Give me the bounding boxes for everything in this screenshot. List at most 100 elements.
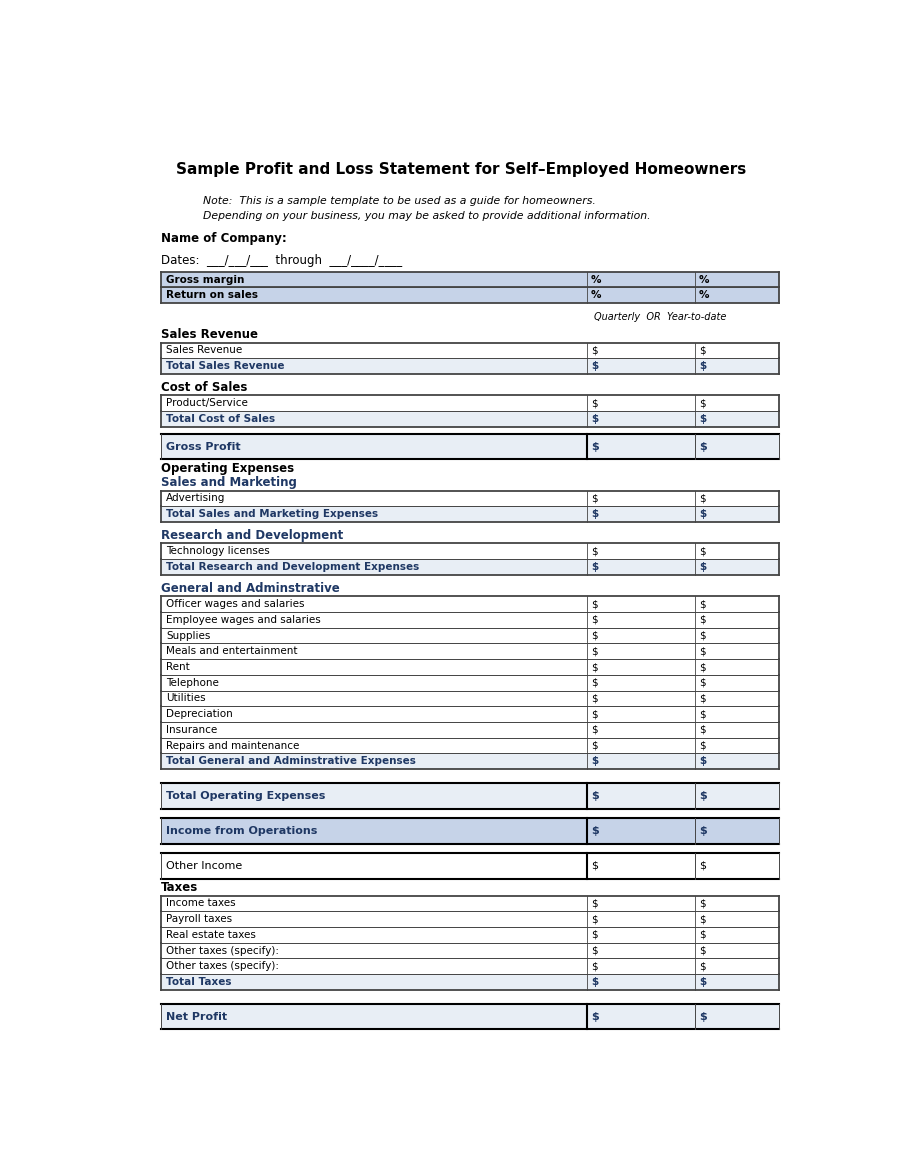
Text: $: $	[591, 977, 599, 987]
Text: Repairs and maintenance: Repairs and maintenance	[166, 741, 300, 750]
Bar	[161, 628, 778, 643]
Text: $: $	[699, 861, 707, 871]
Text: Net Profit: Net Profit	[166, 1011, 228, 1022]
Text: Sales and Marketing: Sales and Marketing	[161, 476, 297, 489]
Bar	[161, 490, 778, 507]
Text: %: %	[699, 275, 709, 284]
Bar	[161, 854, 778, 878]
Text: $: $	[591, 861, 598, 871]
Text: Rent: Rent	[166, 662, 190, 672]
Text: $: $	[699, 630, 706, 641]
Text: Income taxes: Income taxes	[166, 898, 236, 909]
Text: $: $	[699, 414, 707, 424]
Text: Total Sales and Marketing Expenses: Total Sales and Marketing Expenses	[166, 509, 378, 520]
Bar	[161, 675, 778, 691]
Bar	[161, 1004, 778, 1029]
Text: $: $	[699, 915, 706, 924]
Bar	[161, 783, 778, 809]
Text: Sales Revenue: Sales Revenue	[166, 345, 242, 355]
Text: Total Taxes: Total Taxes	[166, 977, 231, 987]
Bar	[161, 706, 778, 722]
Bar	[161, 596, 778, 612]
Text: Total General and Adminstrative Expenses: Total General and Adminstrative Expenses	[166, 756, 416, 767]
Text: $: $	[699, 741, 706, 750]
Text: $: $	[699, 930, 706, 940]
Text: Insurance: Insurance	[166, 725, 218, 735]
Text: Return on sales: Return on sales	[166, 290, 258, 301]
Text: Research and Development: Research and Development	[161, 529, 344, 542]
Bar	[161, 659, 778, 675]
Text: $: $	[591, 361, 599, 372]
Text: $: $	[591, 791, 599, 802]
Text: Sales Revenue: Sales Revenue	[161, 329, 258, 341]
Text: $: $	[699, 345, 706, 355]
Text: $: $	[699, 756, 707, 767]
Text: Total Research and Development Expenses: Total Research and Development Expenses	[166, 562, 419, 572]
Text: Payroll taxes: Payroll taxes	[166, 915, 232, 924]
Text: $: $	[591, 1011, 599, 1022]
Text: $: $	[591, 494, 598, 503]
Text: Operating Expenses: Operating Expenses	[161, 461, 294, 475]
Text: $: $	[591, 826, 599, 836]
Text: %: %	[699, 290, 709, 301]
Text: Advertising: Advertising	[166, 494, 226, 503]
Text: Sample Profit and Loss Statement for Self–Employed Homeowners: Sample Profit and Loss Statement for Sel…	[176, 162, 746, 177]
Text: $: $	[699, 693, 706, 704]
Text: Note:  This is a sample template to be used as a guide for homeowners.: Note: This is a sample template to be us…	[203, 197, 596, 206]
Text: Real estate taxes: Real estate taxes	[166, 930, 256, 940]
Text: Officer wages and salaries: Officer wages and salaries	[166, 599, 305, 609]
Text: Gross Profit: Gross Profit	[166, 442, 241, 452]
Text: $: $	[699, 599, 706, 609]
Text: $: $	[699, 709, 706, 719]
Bar	[161, 271, 778, 288]
Bar	[161, 942, 778, 959]
Text: $: $	[591, 647, 598, 656]
Text: $: $	[591, 693, 598, 704]
Text: $: $	[591, 725, 598, 735]
Text: $: $	[699, 398, 706, 408]
Text: Taxes: Taxes	[161, 881, 199, 895]
Text: Supplies: Supplies	[166, 630, 211, 641]
Bar	[161, 927, 778, 942]
Bar	[161, 543, 778, 559]
Bar	[161, 358, 778, 374]
Text: Product/Service: Product/Service	[166, 398, 248, 408]
Text: Other Income: Other Income	[166, 861, 242, 871]
Text: Gross margin: Gross margin	[166, 275, 245, 284]
Text: $: $	[591, 741, 598, 750]
Bar	[161, 612, 778, 628]
Bar	[161, 343, 778, 358]
Text: %: %	[591, 275, 601, 284]
Text: $: $	[699, 791, 707, 802]
Text: $: $	[591, 630, 598, 641]
Bar	[161, 435, 778, 459]
Text: Dates:  ___/___/___  through  ___/____/____: Dates: ___/___/___ through ___/____/____	[161, 254, 402, 267]
Text: $: $	[591, 915, 598, 924]
Text: $: $	[699, 647, 706, 656]
Text: $: $	[699, 442, 707, 452]
Text: $: $	[591, 546, 598, 557]
Text: Technology licenses: Technology licenses	[166, 546, 270, 557]
Text: $: $	[699, 494, 706, 503]
Text: General and Adminstrative: General and Adminstrative	[161, 582, 340, 595]
Bar	[161, 754, 778, 769]
Text: Depending on your business, you may be asked to provide additional information.: Depending on your business, you may be a…	[203, 211, 651, 220]
Text: Telephone: Telephone	[166, 678, 219, 687]
Text: $: $	[591, 756, 599, 767]
Bar	[161, 411, 778, 426]
Bar	[161, 911, 778, 927]
Text: $: $	[591, 709, 598, 719]
Text: Other taxes (specify):: Other taxes (specify):	[166, 946, 279, 955]
Text: $: $	[699, 662, 706, 672]
Text: Quarterly  OR  Year-to-date: Quarterly OR Year-to-date	[594, 312, 726, 322]
Text: $: $	[591, 345, 598, 355]
Text: $: $	[591, 599, 598, 609]
Text: $: $	[699, 961, 706, 972]
Bar	[161, 722, 778, 737]
Text: $: $	[699, 361, 707, 372]
Bar	[161, 288, 778, 303]
Text: Cost of Sales: Cost of Sales	[161, 381, 248, 394]
Text: Total Operating Expenses: Total Operating Expenses	[166, 791, 326, 802]
Text: $: $	[591, 398, 598, 408]
Text: $: $	[699, 546, 706, 557]
